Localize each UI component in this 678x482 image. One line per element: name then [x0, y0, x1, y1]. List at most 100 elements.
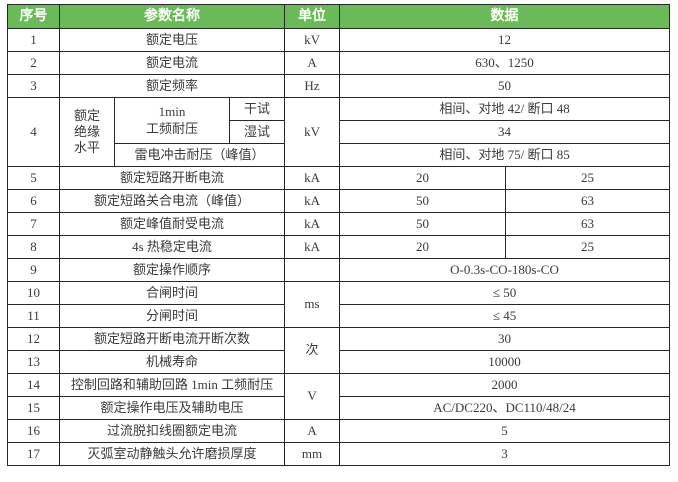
param-value: 12: [339, 28, 671, 52]
param-name: 机械寿命: [58, 350, 286, 374]
header-col-unit: 单位: [284, 4, 341, 29]
param-name: 额定操作顺序: [58, 258, 286, 282]
table-row: 17 灭弧室动静触头允许磨损厚度 mm 3: [7, 442, 671, 466]
param-unit: A: [284, 51, 341, 75]
param-name: 4s 热稳定电流: [58, 235, 286, 259]
table-row: 8 4s 热稳定电流 kA 20 25: [7, 235, 671, 259]
row-no: 7: [7, 212, 60, 236]
param-unit: kA: [284, 235, 341, 259]
param-unit: V: [284, 373, 341, 420]
param-name: 额定峰值耐受电流: [58, 212, 286, 236]
row-no: 2: [7, 51, 60, 75]
header-col-data: 数据: [339, 4, 671, 29]
param-value: 34: [339, 120, 671, 144]
param-unit: Hz: [284, 74, 341, 98]
param-unit: ms: [284, 281, 341, 328]
param-value: 630、1250: [339, 51, 671, 75]
row-no: 3: [7, 74, 60, 98]
row-no: 14: [7, 373, 60, 397]
param-value-a: 50: [339, 189, 507, 213]
row-no: 15: [7, 396, 60, 420]
table-row: 12 额定短路开断电流开断次数 次 30: [7, 327, 671, 374]
header-col-name: 参数名称: [58, 4, 286, 29]
param-unit: mm: [284, 442, 341, 466]
param-value: 5: [339, 419, 671, 443]
table-row: 13 机械寿命 10000: [7, 350, 671, 374]
row-no: 4: [7, 97, 60, 167]
row-no: 16: [7, 419, 60, 443]
param-value: O-0.3s-CO-180s-CO: [339, 258, 671, 282]
param-lightning-impulse: 雷电冲击耐压（峰值）: [113, 143, 286, 167]
param-value-a: 20: [339, 166, 507, 190]
param-dry-test: 干试: [228, 97, 286, 121]
row-no: 17: [7, 442, 60, 466]
param-value-b: 25: [505, 235, 671, 259]
param-unit: A: [284, 419, 341, 443]
param-value-b: 63: [505, 189, 671, 213]
param-value: 30: [339, 327, 671, 351]
table-row: 2 额定电流 A 630、1250: [7, 51, 671, 75]
table-row: 11 分闸时间 ≤ 45: [7, 304, 671, 328]
param-name: 合闸时间: [58, 281, 286, 305]
param-name: 额定电流: [58, 51, 286, 75]
param-name: 额定频率: [58, 74, 286, 98]
table-row: 15 额定操作电压及辅助电压 AC/DC220、DC110/48/24: [7, 396, 671, 420]
param-unit: 次: [284, 327, 341, 374]
param-value: 2000: [339, 373, 671, 397]
param-name: 控制回路和辅助回路 1min 工频耐压: [58, 373, 286, 397]
param-unit: kA: [284, 166, 341, 190]
row-no: 12: [7, 327, 60, 351]
table-row: 7 额定峰值耐受电流 kA 50 63: [7, 212, 671, 236]
param-name: 额定电压: [58, 28, 286, 52]
param-value-a: 50: [339, 212, 507, 236]
spec-table: 序号 参数名称 单位 数据 1 额定电压 kV 12 2 额定电流 A 630、…: [7, 4, 671, 466]
param-wet-test: 湿试: [228, 120, 286, 144]
param-unit: kV: [284, 28, 341, 52]
row-no: 11: [7, 304, 60, 328]
table-row: 14 控制回路和辅助回路 1min 工频耐压 V 2000: [7, 373, 671, 420]
table-row: 3 额定频率 Hz 50: [7, 74, 671, 98]
header-col-no: 序号: [7, 4, 60, 29]
param-unit: kA: [284, 189, 341, 213]
param-value: 50: [339, 74, 671, 98]
param-name: 额定短路关合电流（峰值）: [58, 189, 286, 213]
param-value: ≤ 45: [339, 304, 671, 328]
param-value-a: 20: [339, 235, 507, 259]
param-value: ≤ 50: [339, 281, 671, 305]
table-row: 10 合闸时间 ms ≤ 50: [7, 281, 671, 328]
table-row-insulation-wet: 湿试 34: [8, 120, 671, 144]
param-value: 10000: [339, 350, 671, 374]
param-name: 灭弧室动静触头允许磨损厚度: [58, 442, 286, 466]
param-group-insulation-level: 额定 绝缘 水平: [59, 97, 115, 167]
param-value-b: 25: [505, 166, 671, 190]
row-no: 13: [7, 350, 60, 374]
row-no: 6: [7, 189, 60, 213]
param-name: 分闸时间: [58, 304, 286, 328]
row-no: 9: [7, 258, 60, 282]
param-unit-empty: [284, 258, 341, 282]
table-row: 16 过流脱扣线圈额定电流 A 5: [7, 419, 671, 443]
param-value: 相间、对地 75/ 断口 85: [339, 143, 671, 167]
param-unit: kA: [284, 212, 341, 236]
row-no: 1: [7, 28, 60, 52]
param-unit: kV: [284, 97, 341, 167]
table-row: 1 额定电压 kV 12: [7, 28, 671, 52]
header-row: 序号 参数名称 单位 数据: [7, 4, 671, 29]
param-value: AC/DC220、DC110/48/24: [339, 396, 671, 420]
param-value: 相间、对地 42/ 断口 48: [339, 97, 671, 121]
row-no: 10: [7, 281, 60, 305]
table-row-insulation-lightning: 雷电冲击耐压（峰值） 相间、对地 75/ 断口 85: [8, 143, 671, 167]
param-power-frequency-withstand: 1min 工频耐压: [114, 97, 230, 144]
row-no: 8: [7, 235, 60, 259]
table-row: 9 额定操作顺序 O-0.3s-CO-180s-CO: [7, 258, 671, 282]
table-row-insulation-dry: 4 额定 绝缘 水平 1min 工频耐压 干试 kV 相间、对地 42/ 断口 …: [7, 97, 671, 167]
param-value: 3: [339, 442, 671, 466]
table-row: 5 额定短路开断电流 kA 20 25: [7, 166, 671, 190]
param-name: 额定短路开断电流: [58, 166, 286, 190]
param-name: 过流脱扣线圈额定电流: [58, 419, 286, 443]
param-value-b: 63: [505, 212, 671, 236]
row-no: 5: [7, 166, 60, 190]
table-row: 6 额定短路关合电流（峰值） kA 50 63: [7, 189, 671, 213]
param-name: 额定短路开断电流开断次数: [58, 327, 286, 351]
